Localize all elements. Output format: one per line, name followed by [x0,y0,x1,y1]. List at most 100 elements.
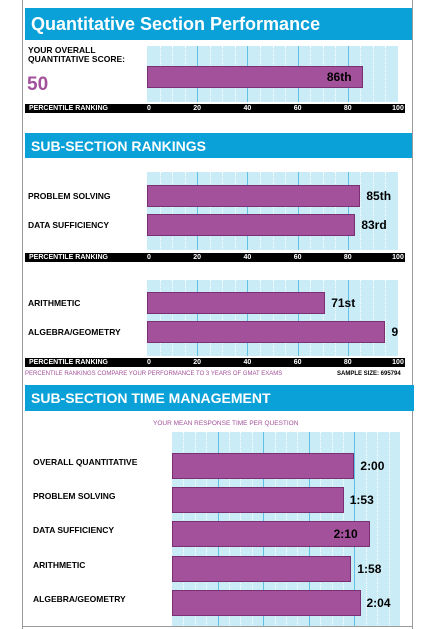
page-title: Quantitative Section Performance [31,13,321,34]
percentile-note: PERCENTILE RANKINGS COMPARE YOUR PERFORM… [25,371,283,377]
percentile-axis-3: PERCENTILE RANKING 0 20 40 60 80 100 [25,358,405,367]
time-header: SUB-SECTION TIME MANAGEMENT [25,385,414,411]
category-label: DATA SUFFICIENCY [28,220,110,230]
bar-value-label: 71st [331,296,356,310]
gridline [184,280,186,356]
rankings-title: SUB-SECTION RANKINGS [31,137,207,154]
gridline [259,280,261,356]
tick-label: 80 [343,105,352,112]
time-value-label: 2:04 [366,596,391,610]
gridline [297,280,299,356]
gridline [259,172,261,250]
page-border-bottom [22,626,413,627]
gridline [335,280,337,356]
time-bar [172,453,355,479]
page-border-left [22,0,23,629]
gridline [209,280,211,356]
time-category-label: ARITHMETIC [33,560,86,570]
gridline [310,280,312,356]
tick-label: 60 [293,105,302,112]
gridline [385,172,387,250]
bar-value-label: 85th [366,189,392,203]
gridline [388,432,390,626]
tick-label: 80 [343,359,352,366]
axis-title: PERCENTILE RANKING [29,105,108,112]
tick-label: 0 [147,105,151,112]
gridline [347,172,349,250]
gridline [297,172,299,250]
tick-label: 40 [243,105,252,112]
gridline [159,280,161,356]
gridline [385,280,387,356]
page-border-right [412,0,413,629]
sample-size: SAMPLE SIZE: 695794 [337,371,401,377]
gridline [322,172,324,250]
score-value: 50 [27,74,49,95]
gridline [372,172,374,250]
bar [147,214,356,236]
bar-value-label: 86th [326,70,352,84]
gridline [159,172,161,250]
tick-label: 60 [293,359,302,366]
gridline [247,280,249,356]
time-subtitle: YOUR MEAN RESPONSE TIME PER QUESTION [153,420,299,427]
tick-label: 20 [193,254,202,261]
time-category-label: ALGEBRA/GEOMETRY [33,594,126,604]
time-bar [172,521,370,547]
tick-label: 100 [392,359,404,366]
tick-label: 20 [193,105,202,112]
bar [147,66,363,88]
gridline [372,280,374,356]
tick-label: 100 [392,105,404,112]
gridline [285,172,287,250]
gridline [385,46,387,102]
axis-title: PERCENTILE RANKING [29,359,108,366]
gridline [234,280,236,356]
percentile-axis-2: PERCENTILE RANKING 0 20 40 60 80 100 [25,253,405,262]
gridline [335,172,337,250]
category-label: ALGEBRA/GEOMETRY [28,327,121,337]
tick-label: 40 [243,254,252,261]
tick-label: 0 [147,359,151,366]
gridline [172,280,174,356]
gridline [172,172,174,250]
gridline [285,280,287,356]
gridline [272,280,274,356]
gridline [272,172,274,250]
category-label: ARITHMETIC [28,298,81,308]
time-bar [172,487,344,513]
ranking-plot-1: 85th 83rd [147,172,398,250]
bar [147,185,361,207]
gridline [197,172,199,250]
tick-label: 0 [147,254,151,261]
gridline [360,172,362,250]
time-plot: 2:00 1:53 2:10 1:58 2:04 [172,432,400,626]
gridline [184,172,186,250]
tick-label: 40 [243,359,252,366]
category-label: PROBLEM SOLVING [28,191,111,201]
time-value-label: 1:53 [349,493,374,507]
gridline [222,172,224,250]
gridline [310,172,312,250]
overall-plot: 86th [147,46,398,102]
gridline [377,432,379,626]
tick-label: 20 [193,359,202,366]
section-header: Quantitative Section Performance [25,8,412,40]
ranking-plot-2: 71st 95th [147,280,398,356]
time-value-label: 2:10 [333,527,358,541]
bar [147,292,326,314]
axis-title: PERCENTILE RANKING [29,254,108,261]
gridline [234,172,236,250]
percentile-axis-1: PERCENTILE RANKING 0 20 40 60 80 100 [25,104,405,113]
gridline [209,172,211,250]
time-category-label: DATA SUFFICIENCY [33,525,115,535]
time-category-label: PROBLEM SOLVING [33,491,116,501]
bar-value-label: 83rd [361,218,387,232]
bar-value-label: 95th [391,325,398,339]
time-category-label: OVERALL QUANTITATIVE [33,457,138,467]
score-label: YOUR OVERALL QUANTITATIVE SCORE: [28,45,125,64]
gridline [197,280,199,356]
rankings-header: SUB-SECTION RANKINGS [25,133,412,158]
gridline [222,280,224,356]
time-bar [172,556,352,582]
